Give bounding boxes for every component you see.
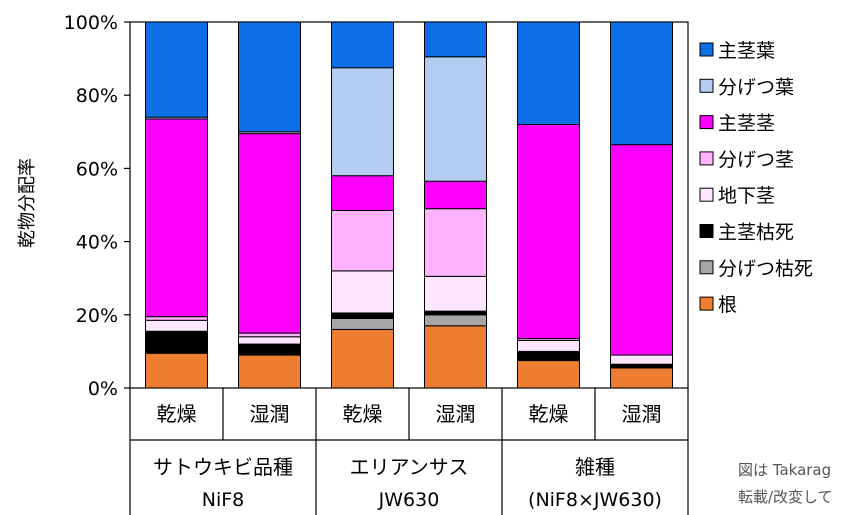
legend-swatch [699, 115, 714, 130]
category-label: 乾燥 [157, 402, 197, 426]
bar-segment-2 [517, 350, 580, 362]
bar-segment-5 [517, 123, 580, 340]
legend-label: 主茎茎 [718, 113, 775, 135]
legend-label: 地下茎 [718, 185, 775, 207]
category-label: 湿潤 [250, 402, 290, 426]
bar-segment-7 [238, 21, 301, 133]
y-tick-label: 100% [64, 12, 118, 34]
y-tick-label: 80% [76, 85, 118, 107]
bar-segment-4 [145, 316, 208, 321]
bar-segment-1 [424, 314, 487, 327]
bar-segment-0 [517, 360, 580, 389]
legend-label: 分げつ葉 [718, 76, 794, 98]
bar-segment-0 [238, 354, 301, 389]
legend-swatch [699, 42, 714, 57]
bar-segment-3 [145, 319, 208, 332]
bar-segment-7 [424, 21, 487, 58]
source-note: 図は Takarag 転載/改変して [738, 457, 833, 511]
bar-segment-4 [331, 209, 394, 272]
bar-segment-7 [517, 21, 580, 125]
bar-segment-3 [331, 270, 394, 314]
group-sublabel: JW630 [378, 489, 440, 511]
bar-segment-6 [331, 67, 394, 177]
bar-segment-1 [331, 317, 394, 330]
bar-segment-2 [331, 312, 394, 319]
plot-border [129, 21, 689, 389]
legend-swatch [699, 296, 714, 311]
legend-swatch [699, 187, 714, 202]
bar-segment-2 [424, 310, 487, 316]
legend-label: 分げつ茎 [718, 149, 794, 171]
source-note-line-2: 転載/改変して [738, 488, 833, 506]
y-tick-label: 20% [76, 305, 118, 327]
bar-segment-7 [145, 21, 208, 118]
bar-segment-5 [145, 118, 208, 318]
category-label: 乾燥 [529, 402, 569, 426]
legend-label: 主茎葉 [718, 40, 775, 62]
category-label: 湿潤 [622, 402, 662, 426]
category-label: 乾燥 [343, 402, 383, 426]
source-note-line-1: 図は Takarag [738, 461, 832, 479]
legend-swatch [699, 224, 714, 238]
group-sublabel: NiF8 [202, 489, 245, 511]
y-tick-label: 0% [88, 378, 118, 400]
bar-segment-3 [610, 354, 673, 365]
legend-swatch [699, 151, 714, 166]
bar-segment-2 [145, 330, 208, 354]
bar-segment-7 [331, 21, 394, 69]
bar-segment-5 [331, 175, 394, 211]
bar-segment-3 [238, 336, 301, 345]
bar-segment-2 [610, 363, 673, 369]
bar-segment-4 [238, 332, 301, 338]
group-label: 雑種 [575, 455, 615, 479]
bar-segment-0 [610, 367, 673, 389]
bar-segment-2 [238, 343, 301, 356]
legend-swatch [699, 260, 714, 275]
legend-label: 主茎枯死 [718, 222, 794, 244]
bar-segment-0 [145, 352, 208, 389]
legend-label: 根 [718, 294, 737, 316]
group-label: エリアンサス [350, 455, 469, 479]
legend-label: 分げつ枯死 [718, 258, 813, 280]
bar-segment-5 [238, 133, 301, 334]
group-label: サトウキビ品種 [153, 455, 293, 479]
y-axis-title: 乾物分配率 [17, 158, 38, 248]
group-sublabel: (NiF8×JW630) [528, 489, 662, 511]
bar-segment-3 [517, 339, 580, 352]
legend-swatch [699, 78, 714, 93]
bar-segment-3 [424, 275, 487, 312]
bar-segment-0 [424, 325, 487, 389]
bar-segment-7 [610, 21, 673, 146]
category-label: 湿潤 [436, 402, 476, 426]
bar-segment-0 [331, 328, 394, 389]
y-tick-label: 40% [76, 232, 118, 254]
bar-segment-5 [610, 144, 673, 356]
bar-segment-6 [424, 56, 487, 182]
y-tick-label: 60% [76, 158, 118, 180]
bar-segment-4 [424, 208, 487, 277]
bar-segment-5 [424, 180, 487, 210]
